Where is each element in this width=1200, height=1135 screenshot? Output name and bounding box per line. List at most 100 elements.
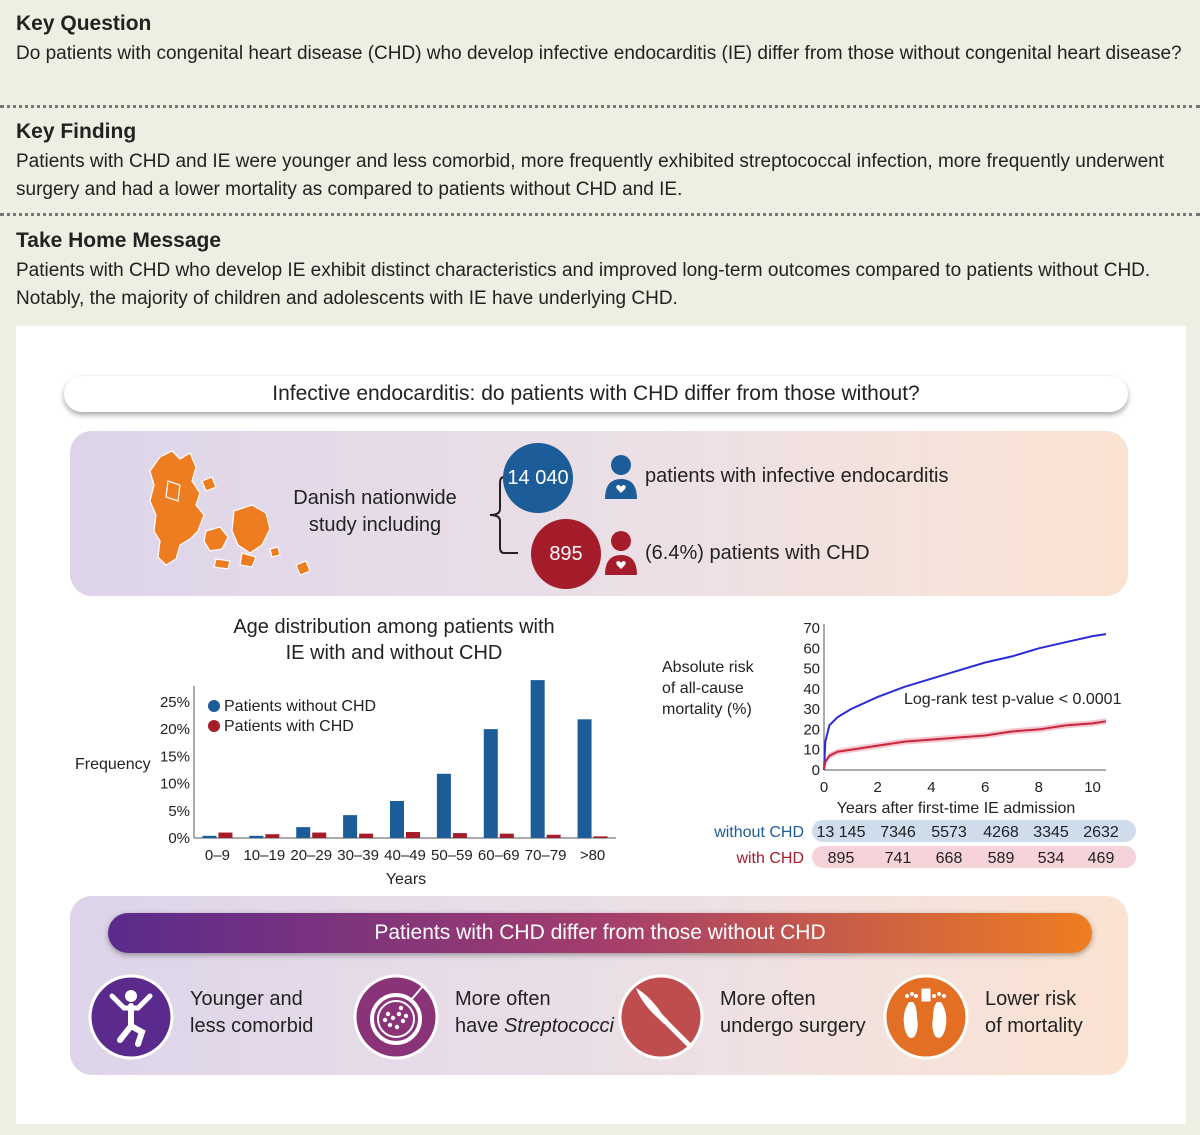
divider xyxy=(0,105,1200,108)
bar-with-chd xyxy=(218,832,233,838)
line-chart-ytick-label: 40 xyxy=(803,681,820,698)
with-chd-confidence-band xyxy=(824,718,1106,770)
risk-table-row-label: with CHD xyxy=(735,850,804,867)
risk-table-cell: 13 145 xyxy=(817,824,866,841)
person-jumping-icon xyxy=(88,974,174,1060)
feet-tag-icon xyxy=(883,974,969,1060)
risk-table-cell: 469 xyxy=(1088,850,1115,867)
take-home-section: Take Home Message Patients with CHD who … xyxy=(16,229,1186,313)
bar-chart-xtick-label: >80 xyxy=(580,847,605,864)
bar-with-chd xyxy=(406,832,420,838)
brace-icon xyxy=(489,476,518,554)
key-finding-section: Key Finding Patients with CHD and IE wer… xyxy=(16,120,1186,204)
risk-table-cell: 7346 xyxy=(880,824,916,841)
risk-table-cell: 534 xyxy=(1038,850,1065,867)
legend-entry: Patients without CHD xyxy=(224,698,376,715)
risk-table-cell: 589 xyxy=(988,850,1015,867)
bar-with-chd xyxy=(452,833,467,838)
bar-with-chd xyxy=(546,834,561,838)
line-without-chd xyxy=(823,633,1107,771)
line-chart-ytick-label: 70 xyxy=(803,620,820,637)
total-patients-count: 14 040 xyxy=(503,443,573,513)
chd-patients-text: (6.4%) patients with CHD xyxy=(645,542,870,564)
bar-without-chd xyxy=(483,729,498,838)
patient-icon-blue xyxy=(605,455,637,499)
bar-with-chd xyxy=(593,836,608,838)
bar-without-chd xyxy=(343,815,358,838)
legend-marker xyxy=(208,720,220,732)
key-question-section: Key Question Do patients with congenital… xyxy=(16,12,1186,68)
line-chart-ylabel: Absolute risk xyxy=(662,659,755,676)
risk-table-row-label: without CHD xyxy=(713,824,804,841)
differences-section: Patients with CHD differ from those with… xyxy=(70,896,1128,1075)
bar-chart-xtick-label: 50–59 xyxy=(431,847,473,864)
risk-table-cell: 4268 xyxy=(983,824,1019,841)
risk-table-cell: 895 xyxy=(828,850,855,867)
take-home-text: Patients with CHD who develop IE exhibit… xyxy=(16,260,1151,309)
legend-marker xyxy=(208,700,220,712)
risk-table-row-bg xyxy=(812,820,1136,842)
feature-mortality-text: Lower risk of mortality xyxy=(985,988,1083,1037)
risk-table-cell: 741 xyxy=(885,850,912,867)
bar-with-chd xyxy=(359,833,374,838)
line-chart-ytick-label: 30 xyxy=(803,701,820,718)
line-chart-ylabel: of all-cause xyxy=(662,680,744,697)
key-question-heading: Key Question xyxy=(16,12,152,35)
line-chart-xtick-label: 8 xyxy=(1035,779,1043,796)
take-home-heading: Take Home Message xyxy=(16,229,222,252)
bar-without-chd xyxy=(436,773,451,838)
mortality-line-chart: Absolute risk of all-cause mortality (%) 0 1… xyxy=(662,620,1136,868)
bar-chart-ytick-label: 5% xyxy=(168,803,190,820)
differences-banner: Patients with CHD differ from those with… xyxy=(108,913,1092,953)
risk-table-cell: 2632 xyxy=(1083,824,1119,841)
bar-chart-ytick-label: 15% xyxy=(160,748,190,765)
bar-chart-ytick-label: 10% xyxy=(160,776,190,793)
bar-without-chd xyxy=(296,827,311,838)
petri-dish-icon xyxy=(353,974,439,1060)
risk-table-cell: 3345 xyxy=(1033,824,1069,841)
graphical-abstract-panel: Infective endocarditis: do patients with… xyxy=(16,326,1186,1124)
patient-icon-red xyxy=(605,531,637,575)
bar-chart-title: Age distribution among patients with xyxy=(233,616,554,638)
bar-chart-xtick-label: 20–29 xyxy=(290,847,332,864)
risk-table-cell: 668 xyxy=(936,850,963,867)
scalpel-icon xyxy=(618,974,704,1060)
line-chart-ylabel: mortality (%) xyxy=(662,701,752,718)
line-chart-xtick-label: 6 xyxy=(981,779,989,796)
bar-chart-ytick-label: 20% xyxy=(160,721,190,738)
denmark-map-icon xyxy=(149,450,311,576)
line-chart-ytick-label: 50 xyxy=(803,661,820,678)
bar-chart-ytick-label: 25% xyxy=(160,694,190,711)
bar-without-chd xyxy=(390,800,404,838)
line-chart-xtick-label: 10 xyxy=(1084,779,1101,796)
study-label: Danish nationwide study including xyxy=(293,487,457,536)
key-finding-heading: Key Finding xyxy=(16,120,137,143)
line-chart-xtick-label: 2 xyxy=(874,779,882,796)
bar-with-chd xyxy=(499,833,514,838)
line-chart-xlabel: Years after first-time IE admission xyxy=(837,800,1076,817)
line-with-chd xyxy=(823,720,1107,771)
study-box: Danish nationwide study including 14 040… xyxy=(70,431,1128,596)
bar-without-chd xyxy=(249,835,264,838)
feature-surgery-text: More often undergo surgery xyxy=(720,988,866,1037)
line-chart-ytick-label: 10 xyxy=(803,742,820,759)
line-chart-ytick-label: 0 xyxy=(812,762,820,779)
bar-chart-xtick-label: 0–9 xyxy=(205,847,230,864)
risk-table-cell: 5573 xyxy=(931,824,967,841)
bar-chart-ytick-label: 0% xyxy=(168,830,190,847)
bar-chart-ylabel: Frequency xyxy=(75,756,151,773)
legend-entry: Patients with CHD xyxy=(224,718,354,735)
total-patients-text: patients with infective endocarditis xyxy=(645,465,949,487)
line-chart-xtick-label: 4 xyxy=(927,779,935,796)
feature-younger-text: Younger and less comorbid xyxy=(190,988,314,1037)
line-chart-ytick-label: 60 xyxy=(803,640,820,657)
chd-patients-count: 895 xyxy=(531,519,601,589)
feature-streptococci-text: More often have Streptococci xyxy=(455,988,614,1037)
risk-table-row-bg xyxy=(812,846,1136,868)
bar-with-chd xyxy=(265,834,280,838)
bar-chart-xtick-label: 70–79 xyxy=(525,847,567,864)
bar-with-chd xyxy=(312,832,327,838)
bar-chart-xtick-label: 10–19 xyxy=(243,847,285,864)
log-rank-annotation: Log-rank test p-value < 0.0001 xyxy=(904,691,1122,708)
line-chart-xtick-label: 0 xyxy=(820,779,828,796)
